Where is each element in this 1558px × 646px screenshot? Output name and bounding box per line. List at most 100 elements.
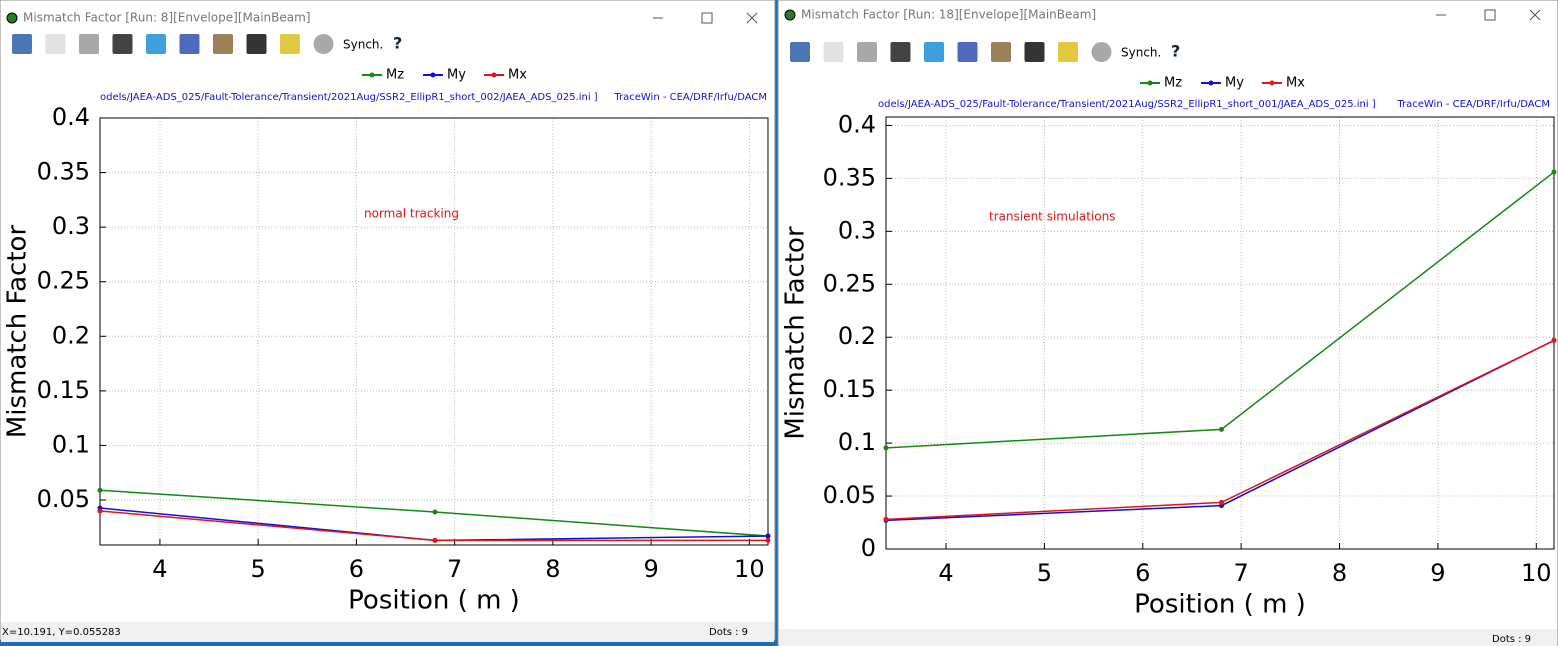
status-bar [779,629,1557,646]
y-tick-label: 0.2 [838,322,876,350]
data-point [883,516,889,522]
window [777,0,1558,646]
y-tick-label: 0.2 [52,321,90,349]
window [0,0,776,641]
credit: TraceWin - CEA/DRF/Irfu/DACM [613,92,767,103]
y-tick-label: 0.4 [52,103,90,131]
file-path: odels/JAEA-ADS_025/Fault-Tolerance/Trans… [878,99,1376,110]
maximize-button[interactable] [701,12,713,24]
y-tick-label: 0.3 [52,212,90,240]
toolbar-label[interactable]: Synch. [1121,46,1161,60]
data-point [432,509,438,515]
toolbar-button[interactable] [1091,42,1112,62]
toolbar-button[interactable] [12,34,32,54]
close-button[interactable] [1529,9,1541,21]
y-tick-label: 0.35 [37,158,90,186]
toolbar-button[interactable] [857,42,877,62]
y-tick-label: 0.15 [37,376,90,404]
toolbar-button[interactable] [146,34,166,54]
toolbar-button[interactable] [924,42,944,62]
x-tick-label: 5 [251,555,266,583]
window-title: Mismatch Factor [Run: 18][Envelope][Main… [801,8,1096,22]
help-button[interactable]: ? [1171,42,1180,61]
legend-label: Mz [1164,76,1182,91]
toolbar-button[interactable] [823,42,844,62]
legend-label: My [1225,76,1244,91]
y-tick-label: 0 [861,534,876,562]
help-button[interactable]: ? [393,34,402,53]
y-tick-label: 0.1 [52,430,90,458]
status-text: X=10.191, Y=0.055283 [2,627,121,638]
app-icon [6,12,18,24]
toolbar-button[interactable] [313,34,334,54]
x-tick-label: 4 [938,559,953,587]
toolbar-button[interactable] [179,34,200,54]
close-button[interactable] [746,12,758,24]
y-tick-label: 0.4 [838,110,876,138]
toolbar-button[interactable] [957,42,978,62]
y-tick-label: 0.25 [823,269,876,297]
file-path: odels/JAEA-ADS_025/Fault-Tolerance/Trans… [100,92,598,103]
legend-swatch [1147,80,1153,86]
x-tick-label: 9 [643,555,658,583]
x-tick-label: 10 [1521,559,1552,587]
x-tick-label: 7 [1234,559,1249,587]
x-tick-label: 10 [734,555,765,583]
x-tick-label: 4 [152,555,167,583]
data-point [765,533,771,539]
x-axis-label: Position ( m ) [348,586,520,616]
toolbar-button[interactable] [790,42,810,62]
y-tick-label: 0.35 [823,163,876,191]
toolbar-button[interactable] [246,34,267,54]
toolbar-button[interactable] [280,34,300,54]
toolbar-button[interactable] [79,34,99,54]
legend-label: Mz [386,68,404,83]
x-tick-label: 8 [545,555,560,583]
toolbar-button[interactable] [213,34,233,54]
y-tick-label: 0.1 [838,428,876,456]
data-point [97,487,103,493]
legend-swatch [491,72,497,78]
data-point [1551,169,1557,175]
annotation: normal tracking [364,207,459,221]
plot-frame [885,116,1555,550]
y-tick-label: 0.3 [838,216,876,244]
data-point [1218,426,1224,432]
maximize-button[interactable] [1484,9,1496,21]
credit: TraceWin - CEA/DRF/Irfu/DACM [1396,99,1550,110]
toolbar-button[interactable] [991,42,1011,62]
status-bar [1,622,774,642]
legend-swatch [1269,80,1275,86]
toolbar-button[interactable] [1058,42,1078,62]
x-tick-label: 8 [1332,559,1347,587]
toolbar-button[interactable] [890,42,911,62]
window-title: Mismatch Factor [Run: 8][Envelope][MainB… [23,11,311,25]
dots-count: Dots : 9 [1492,634,1531,645]
data-point [883,445,889,451]
toolbar-button[interactable] [112,34,133,54]
x-tick-label: 5 [1037,559,1052,587]
x-tick-label: 7 [447,555,462,583]
x-axis-label: Position ( m ) [1134,590,1306,620]
y-axis-label: Mismatch Factor [3,225,33,439]
x-tick-label: 9 [1430,559,1445,587]
data-point [765,537,771,543]
data-point [1551,337,1557,343]
dots-count: Dots : 9 [709,627,748,638]
annotation: transient simulations [989,210,1116,224]
toolbar-button[interactable] [1024,42,1045,62]
data-point [1218,499,1224,505]
y-tick-label: 0.15 [823,375,876,403]
plot-frame [99,117,769,546]
y-tick-label: 0.05 [823,481,876,509]
y-axis-label: Mismatch Factor [781,226,811,440]
toolbar-button[interactable] [45,34,66,54]
legend-swatch [430,72,436,78]
legend-label: My [447,68,466,83]
app-icon [784,9,796,21]
x-tick-label: 6 [349,555,364,583]
legend-label: Mx [1286,76,1305,91]
toolbar-label[interactable]: Synch. [343,38,383,52]
